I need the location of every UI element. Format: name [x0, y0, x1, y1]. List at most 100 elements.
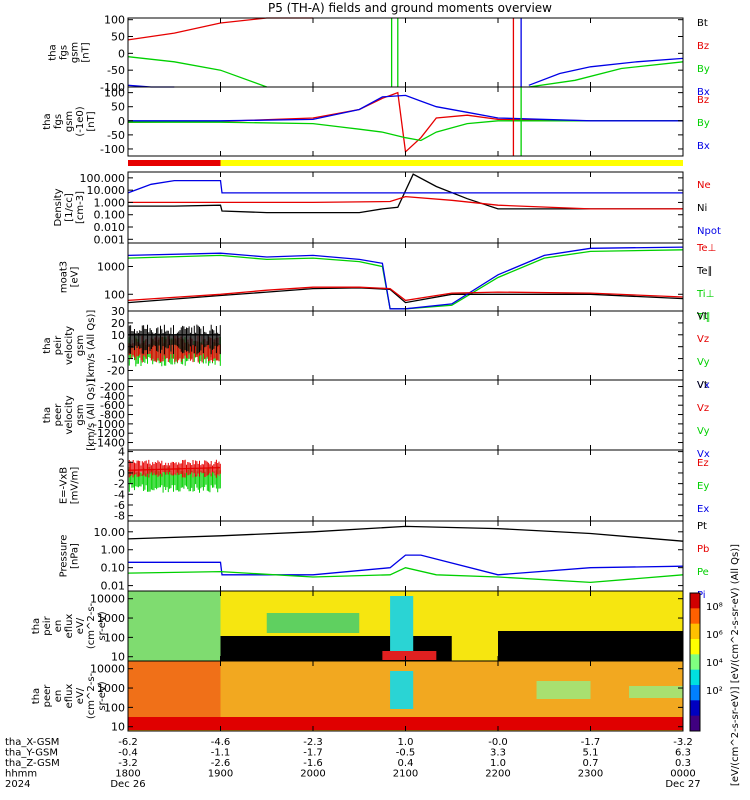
mode-bar-segment: [128, 160, 221, 166]
y-axis-label: velocity: [64, 395, 75, 434]
series-line-p8-Pt: [128, 526, 683, 541]
y-axis-label: tha: [31, 618, 42, 634]
x-axis-value: 0.4: [398, 758, 414, 769]
spectrogram-region: [537, 681, 591, 699]
legend-entry: Ti⊥: [696, 289, 714, 300]
legend-entry: Pe: [697, 567, 709, 578]
x-axis-row-label: 2024: [5, 779, 30, 790]
y-axis-label: tha: [48, 44, 59, 60]
y-axis-label: gsm: [70, 42, 81, 63]
legend-entry: Ey: [697, 481, 709, 492]
y-axis-label: gsm: [75, 335, 86, 356]
colorbar-segment: [690, 654, 700, 670]
legend-entry: By: [697, 64, 710, 75]
y-axis-label: peer: [53, 403, 64, 427]
legend-entry: Bt: [697, 18, 708, 29]
x-axis-value: -1.7: [303, 748, 323, 759]
mode-bar-segment: [221, 160, 684, 166]
colorbar-segment: [690, 608, 700, 624]
spectrogram-region: [128, 591, 221, 661]
x-axis-value: 2200: [485, 769, 510, 780]
legend-entry: Vt: [697, 380, 708, 391]
x-axis-value: -1.6: [303, 758, 323, 769]
y-tick-label: 1.00: [101, 544, 126, 557]
y-axis-label: Density: [53, 188, 64, 226]
x-axis-value: 1800: [115, 769, 140, 780]
spectrogram-region: [382, 651, 436, 660]
colorbar-segment: [690, 593, 700, 609]
y-tick-label: 100: [104, 288, 125, 301]
legend-entry: Vz: [697, 403, 709, 414]
y-tick-label: 0: [118, 47, 125, 60]
x-axis-row-label: tha_Z-GSM: [5, 758, 60, 769]
x-axis-value: 0.7: [583, 758, 599, 769]
y-axis-label: eflux: [64, 684, 75, 709]
y-tick-label: -50: [107, 64, 125, 77]
x-axis-value: 2300: [578, 769, 603, 780]
y-axis-label: gsm: [75, 404, 86, 425]
y-tick-label: 0.010: [94, 221, 126, 234]
x-axis-value: 1.0: [398, 737, 414, 748]
x-axis-row-label: tha_X-GSM: [5, 737, 59, 748]
y-axis-label: eV/: [75, 687, 86, 704]
y-axis-label: fgs: [59, 45, 70, 60]
legend-entry: Ez: [697, 458, 709, 469]
legend-entry: Ni: [697, 203, 707, 214]
legend-entry: Te∥: [696, 266, 713, 277]
x-axis-value: 5.1: [583, 748, 599, 759]
y-axis-label: [km/s (All Qs)]: [86, 310, 97, 382]
y-axis-label: eV/: [75, 617, 86, 634]
y-axis-label: [nPa]: [70, 543, 81, 569]
x-axis-value: 0.3: [675, 758, 691, 769]
x-axis-value: 2000: [300, 769, 325, 780]
x-axis-value: -1.1: [211, 748, 231, 759]
x-axis-value: -2.3: [303, 737, 323, 748]
y-tick-label: -8: [114, 510, 125, 523]
spectrogram-region: [390, 671, 413, 709]
legend-entry: Npot: [697, 226, 721, 237]
panel-frame-p6: [128, 380, 683, 450]
colorbar-label: [eV/(cm^2-s-sr-eV)] [eV/(cm^2-s-sr-eV) (…: [730, 544, 741, 786]
y-tick-label: 100: [104, 14, 125, 27]
x-axis-value: 0000: [670, 769, 695, 780]
x-axis-value: 6.3: [675, 748, 691, 759]
y-axis-label: Pressure: [59, 535, 70, 578]
series-line-p8-Pe: [128, 568, 683, 583]
y-axis-label: tha: [42, 337, 53, 353]
y-axis-label: (cm^2-s-: [86, 602, 97, 649]
y-tick-label: 100.000: [80, 172, 126, 185]
chart-title: P5 (TH-A) fields and ground moments over…: [0, 1, 750, 15]
legend-entry: Vy: [697, 357, 710, 368]
series-line-p1-By: [128, 57, 267, 87]
legend-entry: Vt: [697, 311, 708, 322]
colorbar-tick-label: 10⁴: [706, 658, 723, 669]
legend-entry: Vy: [697, 426, 710, 437]
panel-frame-p8: [128, 521, 683, 591]
x-axis-value: -0.5: [396, 748, 416, 759]
colorbar-segment: [690, 700, 700, 716]
legend-entry: Bz: [697, 95, 709, 106]
x-axis-value: -0.0: [488, 737, 508, 748]
legend-entry: Bz: [697, 41, 709, 52]
y-tick-label: -100: [100, 143, 125, 156]
y-tick-label: 50: [111, 31, 125, 44]
series-line-p3-Ne: [128, 197, 683, 209]
y-axis-label: (-1e0): [75, 106, 86, 136]
x-axis-value: 1900: [208, 769, 233, 780]
y-tick-label: -50: [107, 129, 125, 142]
spectrogram-region: [128, 661, 221, 717]
overview-chart: 100500-50-100tha fgs gsm [nT]BtBzByBx100500…: [0, 0, 750, 800]
spectrogram-region: [390, 596, 413, 651]
y-tick-label: 0.01: [101, 580, 126, 593]
legend-entry: Pb: [697, 544, 709, 555]
y-axis-label: (cm^2-s-: [86, 672, 97, 719]
y-tick-label: 10.000: [87, 184, 126, 197]
x-axis-value: -6.2: [118, 737, 138, 748]
colorbar-segment: [690, 624, 700, 640]
legend-entry: By: [697, 118, 710, 129]
y-tick-label: 0: [118, 115, 125, 128]
series-line-p2-Bx: [128, 95, 683, 120]
y-axis-label: tha: [31, 688, 42, 704]
y-tick-label: 0.100: [94, 209, 126, 222]
y-axis-label: [mV/m]: [70, 467, 81, 505]
